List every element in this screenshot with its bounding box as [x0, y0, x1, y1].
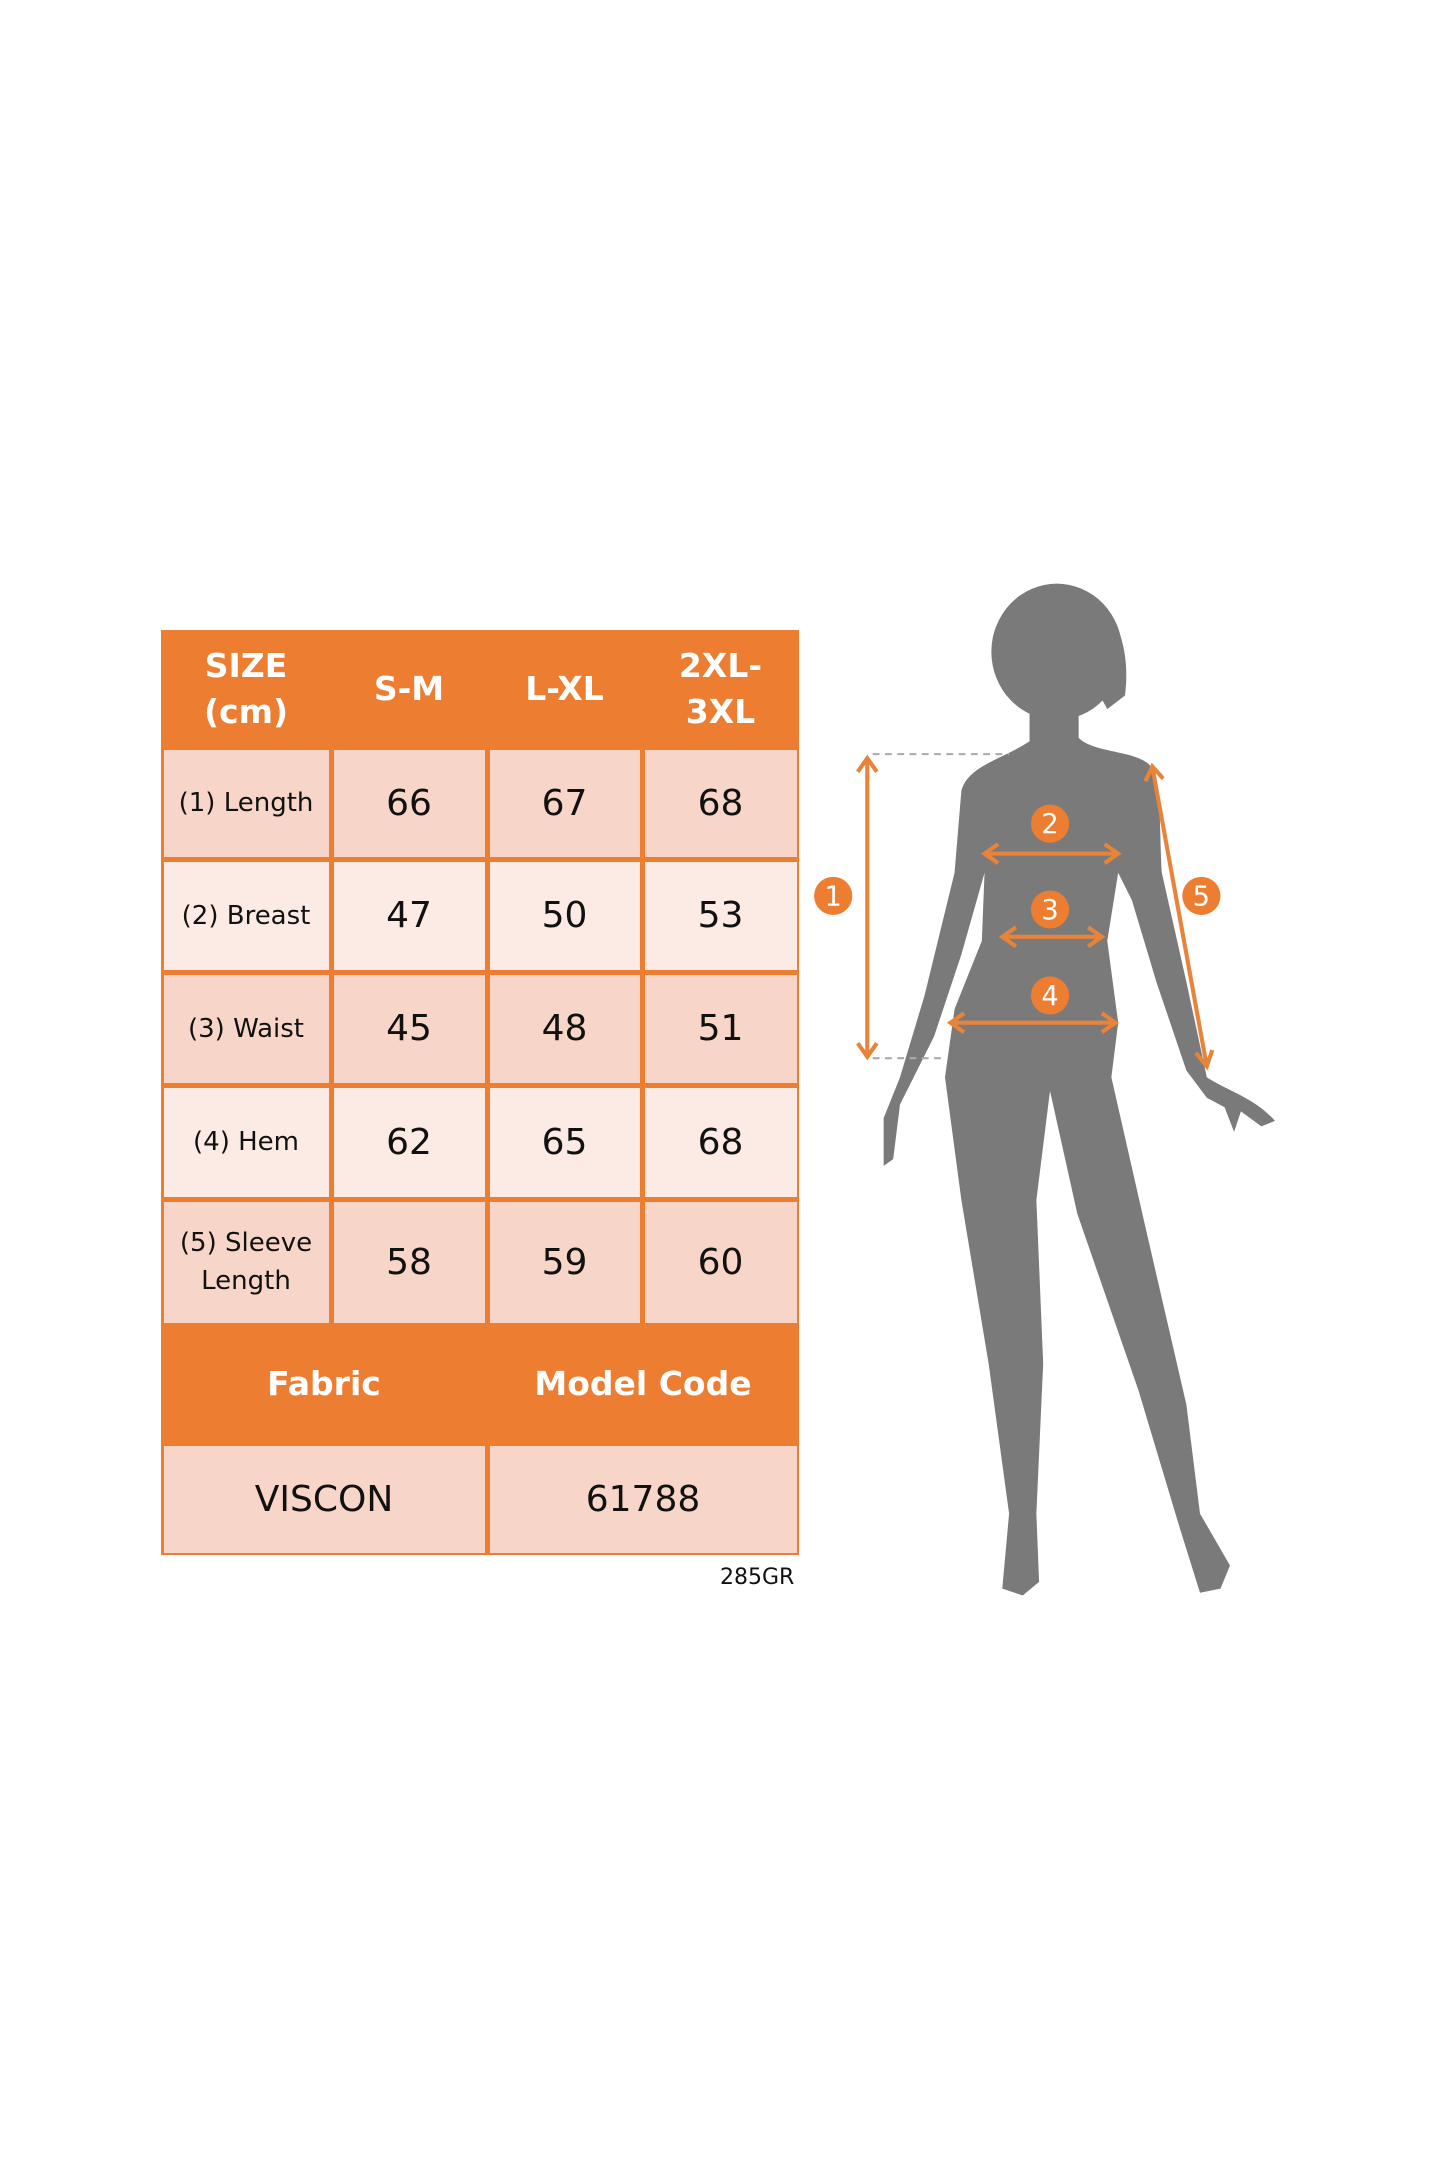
- header-l-xl: L-XL: [489, 632, 640, 745]
- row-label: (2) Breast: [163, 861, 329, 970]
- marker-number: 3: [1041, 895, 1058, 926]
- row-value: 60: [644, 1201, 797, 1323]
- row-value: 47: [333, 861, 485, 970]
- row-label: (1) Length: [163, 749, 329, 857]
- marker-circle: [1030, 890, 1070, 929]
- fabric-value: VISCON: [163, 1445, 485, 1553]
- waist-arrow: [998, 925, 1106, 949]
- hem-arrow: [946, 1011, 1120, 1034]
- marker-circle: [1030, 804, 1070, 843]
- model-code-value: 61788: [489, 1445, 797, 1553]
- marker-number: 5: [1193, 881, 1210, 912]
- length-arrow: [856, 754, 879, 1061]
- row-value: 59: [489, 1201, 640, 1323]
- row-label: (5) Sleeve Length: [163, 1201, 329, 1323]
- measurement-lines: [856, 753, 1215, 1071]
- marker-circle: [814, 876, 853, 915]
- row-value: 58: [333, 1201, 485, 1323]
- row-value: 67: [489, 749, 640, 857]
- header-2xl-3xl: 2XL-3XL: [644, 632, 797, 745]
- row-value: 48: [489, 974, 640, 1083]
- size-chart-table: SIZE (cm) S-M L-XL 2XL-3XL (1) Length 66 67 68(…: [161, 630, 799, 1555]
- row-value: 68: [644, 1087, 797, 1197]
- measurement-markers: 1 2 3 4 5: [814, 804, 1221, 1015]
- marker-circle: [1182, 876, 1221, 915]
- marker-number: 1: [825, 881, 842, 912]
- product-tag: 285GR: [720, 1565, 795, 1590]
- row-label: (4) Hem: [163, 1087, 329, 1197]
- marker-number: 2: [1041, 809, 1058, 840]
- marker-number: 4: [1041, 981, 1058, 1012]
- row-value: 66: [333, 749, 485, 857]
- row-value: 62: [333, 1087, 485, 1197]
- header-size: SIZE (cm): [163, 632, 329, 745]
- row-value: 68: [644, 749, 797, 857]
- model-code-header: Model Code: [489, 1327, 797, 1441]
- header-s-m: S-M: [333, 632, 485, 745]
- fabric-header: Fabric: [163, 1327, 485, 1441]
- silhouette: [883, 583, 1275, 1596]
- breast-arrow: [980, 842, 1122, 865]
- row-value: 50: [489, 861, 640, 970]
- row-value: 51: [644, 974, 797, 1083]
- row-value: 65: [489, 1087, 640, 1197]
- sleeve-arrow: [1143, 762, 1215, 1071]
- row-value: 45: [333, 974, 485, 1083]
- row-value: 53: [644, 861, 797, 970]
- marker-circle: [1030, 976, 1070, 1015]
- row-label: (3) Waist: [163, 974, 329, 1083]
